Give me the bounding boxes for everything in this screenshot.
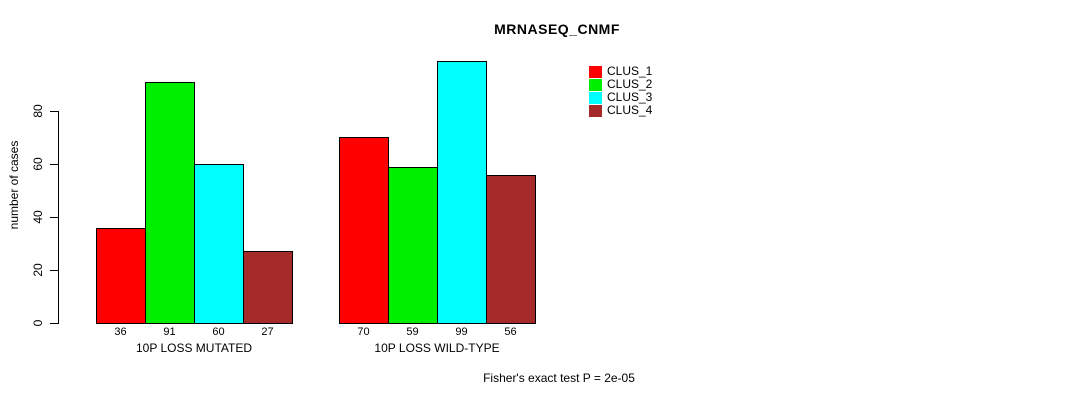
bar-value-label: 91: [163, 326, 176, 338]
legend-swatch-clus_3: [589, 91, 602, 104]
y-axis-label: number of cases: [7, 140, 21, 230]
bar-value-label: 59: [406, 326, 419, 338]
legend-label: CLUS_1: [607, 64, 653, 78]
bar-clus_2-2: [388, 167, 438, 324]
legend-label: CLUS_4: [607, 103, 653, 117]
fisher-test-annotation: Fisher's exact test P = 2e-05: [483, 371, 635, 385]
bar-clus_1-2: [339, 137, 389, 324]
category-label: 10P LOSS MUTATED: [135, 341, 253, 355]
legend-row-clus_4: CLUS_4: [589, 104, 652, 117]
y-axis-tick-label: 40: [31, 210, 45, 224]
bar-value-label: 36: [114, 326, 127, 338]
legend-row-clus_3: CLUS_3: [589, 91, 652, 104]
legend-swatch-clus_1: [589, 65, 602, 78]
legend-swatch-clus_2: [589, 78, 602, 91]
y-axis-tick: [50, 111, 58, 112]
y-axis-tick-label: 80: [31, 104, 45, 118]
bar-clus_3-1: [194, 164, 244, 324]
y-axis-tick: [50, 217, 58, 218]
bar-clus_4-1: [243, 251, 293, 324]
bar-value-label: 70: [357, 326, 370, 338]
category-label: 10P LOSS WILD-TYPE: [374, 341, 500, 355]
bar-value-label: 99: [455, 326, 468, 338]
bar-value-label: 27: [261, 326, 274, 338]
legend-row-clus_1: CLUS_1: [589, 65, 652, 78]
y-axis-tick-label: 20: [31, 263, 45, 277]
y-axis-tick: [50, 270, 58, 271]
bar-clus_3-2: [437, 61, 487, 324]
bar-clus_1-1: [96, 228, 146, 324]
bar-clus_4-2: [486, 175, 536, 324]
legend-label: CLUS_3: [607, 90, 653, 104]
y-axis-tick: [50, 164, 58, 165]
legend: CLUS_1 CLUS_2 CLUS_3 CLUS_4: [589, 65, 652, 117]
legend-swatch-clus_4: [589, 104, 602, 117]
bar-clus_2-1: [145, 82, 195, 324]
y-axis-tick-label: 60: [31, 157, 45, 171]
legend-row-clus_2: CLUS_2: [589, 78, 652, 91]
y-axis-line: [58, 111, 59, 324]
chart-title: MRNASEQ_CNMF: [494, 21, 620, 37]
y-axis-tick: [50, 323, 58, 324]
legend-label: CLUS_2: [607, 77, 653, 91]
bar-value-label: 60: [212, 326, 225, 338]
y-axis-tick-label: 0: [31, 319, 45, 327]
bar-value-label: 56: [504, 326, 517, 338]
